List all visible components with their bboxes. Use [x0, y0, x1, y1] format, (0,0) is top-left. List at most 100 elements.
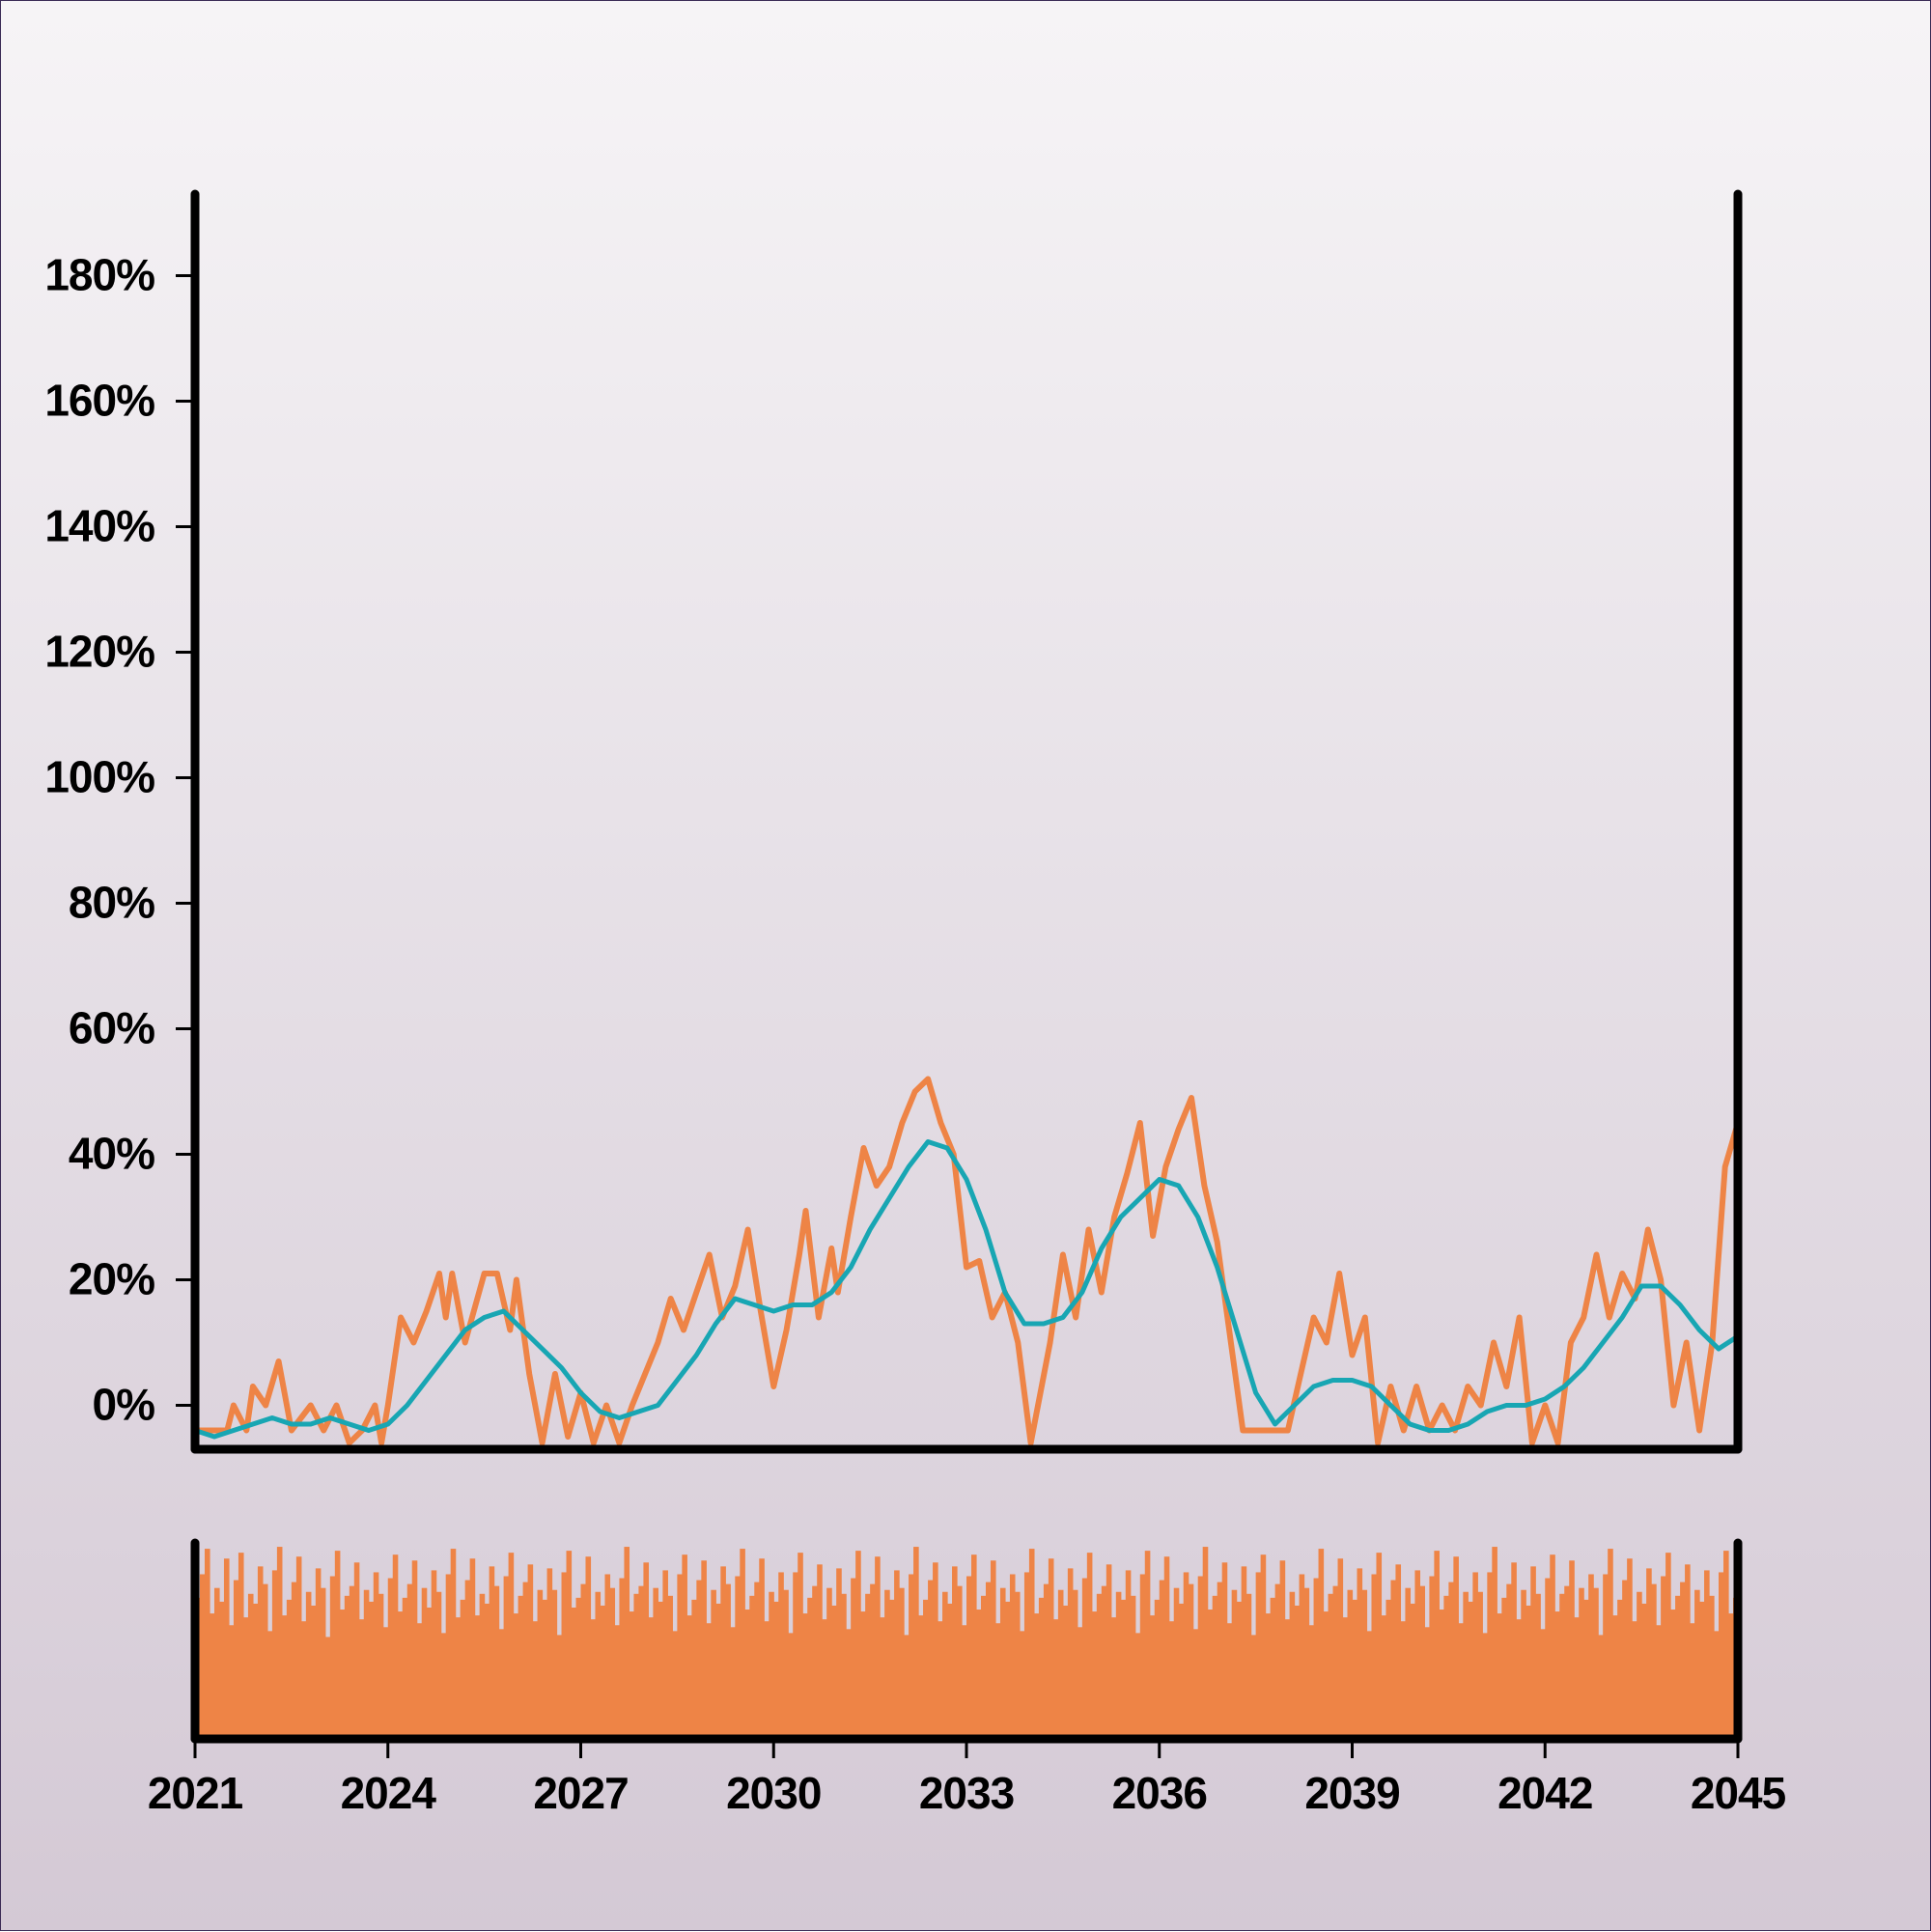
volume-bar — [1241, 1566, 1247, 1739]
volume-bar — [571, 1607, 577, 1739]
volume-bar — [1622, 1580, 1628, 1739]
volume-bar — [1661, 1576, 1666, 1739]
volume-bar — [1617, 1599, 1623, 1739]
volume-bar — [373, 1572, 379, 1739]
volume-bar — [387, 1578, 394, 1739]
volume-bar — [1110, 1617, 1117, 1739]
volume-bar — [1414, 1570, 1421, 1739]
volume-bar — [1081, 1578, 1088, 1739]
volume-bar — [1202, 1547, 1209, 1739]
volume-bar — [464, 1580, 471, 1739]
volume-bar — [1632, 1621, 1637, 1739]
volume-bar — [942, 1591, 948, 1739]
volume-bar — [1443, 1595, 1449, 1739]
x-tick-label: 2042 — [1497, 1768, 1592, 1818]
volume-bar — [706, 1623, 712, 1739]
volume-bar — [1226, 1623, 1233, 1739]
volume-bar — [479, 1593, 486, 1739]
volume-bar — [1574, 1617, 1580, 1739]
volume-bar — [469, 1558, 476, 1739]
volume-bar — [894, 1570, 900, 1739]
volume-bar — [1376, 1553, 1383, 1739]
volume-bar — [1260, 1554, 1267, 1739]
volume-bar — [1593, 1587, 1599, 1739]
volume-bar — [793, 1572, 798, 1739]
volume-bar — [213, 1587, 220, 1739]
volume-bar — [266, 1631, 273, 1739]
volume-bar — [938, 1621, 943, 1739]
volume-bar — [1463, 1591, 1469, 1739]
volume-bar — [382, 1627, 389, 1739]
y-tick-label: 20% — [69, 1254, 154, 1304]
volume-bar — [305, 1591, 312, 1739]
volume-bar — [648, 1617, 654, 1739]
volume-bar — [836, 1568, 842, 1739]
volume-bar — [1521, 1589, 1526, 1739]
volume-bar — [720, 1566, 726, 1739]
volume-bar — [1284, 1619, 1291, 1739]
volume-bar — [1472, 1572, 1478, 1739]
volume-bar — [1337, 1558, 1344, 1739]
volume-bar — [1419, 1585, 1425, 1739]
y-tick-label: 40% — [69, 1129, 154, 1179]
volume-bar — [1545, 1578, 1551, 1739]
volume-bar — [334, 1551, 341, 1739]
volume-bar — [1390, 1580, 1397, 1739]
volume-bar — [378, 1593, 384, 1739]
volume-bar — [556, 1635, 563, 1739]
volume-bar — [1646, 1568, 1652, 1739]
volume-bar — [1101, 1585, 1107, 1739]
volume-bar — [281, 1615, 288, 1739]
volume-bar — [1004, 1601, 1011, 1739]
volume-bar — [1023, 1572, 1030, 1739]
volume-bar — [1497, 1613, 1502, 1739]
volume-bar — [870, 1583, 876, 1739]
volume-bar — [402, 1597, 408, 1739]
volume-bar — [1274, 1583, 1281, 1739]
volume-bar — [711, 1589, 716, 1739]
volume-bar — [218, 1601, 225, 1739]
volume-bar — [947, 1603, 953, 1739]
x-tick-label: 2045 — [1691, 1768, 1786, 1818]
volume-bar — [677, 1574, 683, 1739]
volume-bar — [1048, 1558, 1054, 1739]
volume-bar — [1139, 1574, 1146, 1739]
volume-bar — [595, 1591, 602, 1739]
volume-bar — [1328, 1593, 1334, 1739]
volume-bar — [1554, 1611, 1560, 1739]
volume-bar — [416, 1623, 423, 1739]
volume-bar — [788, 1633, 794, 1739]
volume-bar — [406, 1583, 413, 1739]
volume-bar — [1385, 1599, 1392, 1739]
x-tick-label: 2039 — [1304, 1768, 1399, 1818]
y-tick-label: 60% — [69, 1003, 154, 1053]
volume-bar — [329, 1576, 336, 1739]
volume-bar — [320, 1587, 326, 1739]
y-tick-label: 100% — [44, 752, 154, 802]
volume-bar — [392, 1554, 399, 1739]
volume-bar — [754, 1582, 760, 1739]
volume-bar — [498, 1629, 505, 1739]
volume-bar — [798, 1553, 803, 1739]
volume-bar — [1043, 1583, 1049, 1739]
volume-bar — [580, 1583, 587, 1739]
volume-bar — [624, 1547, 630, 1739]
y-tick-label: 120% — [44, 627, 154, 677]
volume-bar — [884, 1589, 890, 1739]
volume-bar — [957, 1585, 963, 1739]
y-tick-label: 0% — [93, 1380, 155, 1430]
volume-bar — [600, 1605, 606, 1739]
volume-bar — [1608, 1549, 1613, 1739]
volume-bar — [1719, 1572, 1724, 1739]
volume-bar — [1564, 1585, 1570, 1739]
volume-bar — [252, 1603, 259, 1739]
volume-bar — [715, 1603, 721, 1739]
volume-bar — [880, 1617, 885, 1739]
volume-bar — [855, 1551, 861, 1739]
series-line-2 — [195, 1139, 1738, 1440]
y-tick-label: 140% — [44, 501, 154, 551]
volume-bar — [1656, 1625, 1662, 1739]
volume-bar — [999, 1587, 1006, 1739]
volume-bar — [1149, 1615, 1156, 1739]
volume-bar — [1057, 1589, 1064, 1739]
